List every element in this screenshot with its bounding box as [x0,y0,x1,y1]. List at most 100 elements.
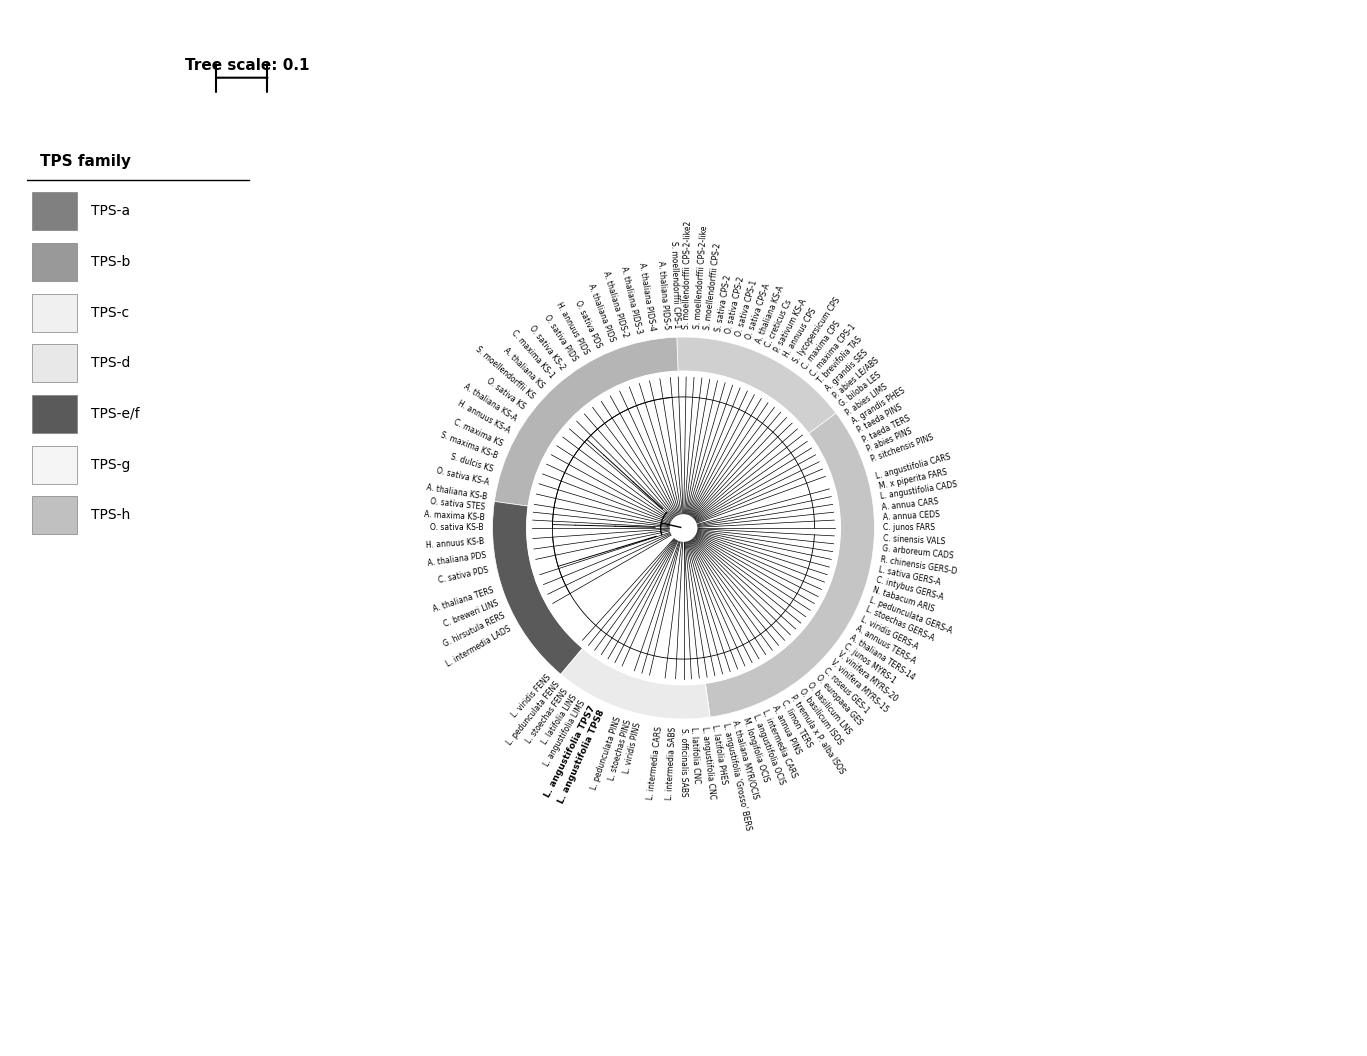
Text: O. sativa PDS: O. sativa PDS [573,299,603,350]
Text: A. thaliana PIDS: A. thaliana PIDS [586,283,617,343]
Wedge shape [495,337,678,506]
Text: C. limon TERS: C. limon TERS [779,698,813,749]
Text: L. intermedia CARS: L. intermedia CARS [645,725,663,799]
Text: C. intybus GERS-A: C. intybus GERS-A [875,576,945,602]
Text: H. annuus PIDS: H. annuus PIDS [555,300,591,356]
Text: C. maxima CPS-1: C. maxima CPS-1 [808,322,857,378]
Text: A. thaliana PIDS-4: A. thaliana PIDS-4 [637,262,656,332]
Text: L. angustifolia CNC: L. angustifolia CNC [700,725,716,799]
Text: C. junos FARS: C. junos FARS [883,524,935,532]
Text: O. sativa CPS-A: O. sativa CPS-A [744,282,772,341]
Text: A. thaliana TERS-14: A. thaliana TERS-14 [849,633,917,682]
FancyBboxPatch shape [33,496,77,534]
Text: O. sativa KS-B: O. sativa KS-B [431,524,484,532]
Text: L. latifolia CNC: L. latifolia CNC [689,727,701,784]
Text: H. annuus KS-B: H. annuus KS-B [427,538,485,550]
Text: L. stoechas PINS: L. stoechas PINS [607,718,633,781]
Text: O. sativa KS: O. sativa KS [485,377,526,412]
Text: S. officinalis SABS: S. officinalis SABS [679,728,688,796]
Text: O. basilicum ISOS: O. basilicum ISOS [797,686,843,747]
Text: O. sativa CPS-2: O. sativa CPS-2 [725,276,746,335]
Text: S. moellendorffii CPS-2-like: S. moellendorffii CPS-2-like [693,225,709,329]
Text: C. sinensis VALS: C. sinensis VALS [883,534,945,546]
Text: V. vinifera MYRS-15: V. vinifera MYRS-15 [828,658,890,715]
Text: A. thaliana MYR/OCIS: A. thaliana MYR/OCIS [731,719,760,800]
Text: M. longifolia OCIS: M. longifolia OCIS [741,716,770,784]
Text: S. lycopersicum CPS: S. lycopersicum CPS [791,296,842,365]
Wedge shape [492,502,582,675]
Text: S. sativa CPS-2: S. sativa CPS-2 [714,275,733,333]
Text: L. pedunculata PINS: L. pedunculata PINS [589,715,623,791]
Text: L. stoechas FENS: L. stoechas FENS [525,686,570,744]
Text: C. maxima CPS: C. maxima CPS [800,320,842,372]
Text: C. breweri LINS: C. breweri LINS [443,599,500,628]
Text: T. brevifolia TAS: T. brevifolia TAS [816,335,864,385]
Text: P. sitchensis PINS: P. sitchensis PINS [869,433,935,464]
Text: TPS-a: TPS-a [92,204,130,219]
Text: S. maxima KS-B: S. maxima KS-B [439,431,499,460]
Text: TPS-d: TPS-d [92,356,131,371]
Circle shape [526,372,841,684]
FancyBboxPatch shape [33,243,77,281]
Text: S. moellendorffii CPS-1: S. moellendorffii CPS-1 [668,241,681,328]
Text: A. thaliana PIDS-2: A. thaliana PIDS-2 [600,270,629,339]
Text: TPS-c: TPS-c [92,305,130,320]
Text: H. annuus CPS: H. annuus CPS [782,307,819,359]
Text: P. taeda TERS: P. taeda TERS [861,414,912,445]
Wedge shape [705,683,709,717]
Text: TPS-b: TPS-b [92,254,131,269]
Wedge shape [677,337,837,434]
Text: L. viridis PINS: L. viridis PINS [622,721,642,774]
Text: L. latifolia LINS: L. latifolia LINS [540,693,578,746]
Text: O. basilicum LNS: O. basilicum LNS [805,680,853,736]
Text: L. angustifolia CADS: L. angustifolia CADS [880,480,958,502]
Text: TPS-h: TPS-h [92,508,131,523]
Text: L. angustifolia TPS8: L. angustifolia TPS8 [556,709,607,805]
Text: C. sativa PDS: C. sativa PDS [437,565,489,584]
Text: C. junos MYRS-1: C. junos MYRS-1 [842,642,898,685]
Text: L. angustifolia CARS: L. angustifolia CARS [875,452,951,480]
Text: G. biloba LES: G. biloba LES [838,371,883,409]
Text: O. sativa KS-A: O. sativa KS-A [436,467,491,488]
Text: G. hirsutula RERS: G. hirsutula RERS [442,611,506,649]
Text: A. annua CEDS: A. annua CEDS [883,510,940,522]
Text: A. grandis PHES: A. grandis PHES [850,386,906,427]
FancyBboxPatch shape [33,395,77,433]
Text: A. thaliana PIDS-3: A. thaliana PIDS-3 [619,265,642,335]
Text: A. annua CARS: A. annua CARS [882,496,939,511]
Text: O. sativa KS-2: O. sativa KS-2 [528,323,567,372]
Text: O. sativa STES: O. sativa STES [431,497,485,511]
Text: C. maxima KS: C. maxima KS [452,417,504,448]
Text: L. angustifolia TPS7: L. angustifolia TPS7 [543,703,597,798]
Text: L. viridis FENS: L. viridis FENS [510,674,554,720]
FancyBboxPatch shape [33,294,77,332]
Text: L. angustifolia OCIS: L. angustifolia OCIS [750,713,786,786]
Text: S. moellendorffii CPS-2: S. moellendorffii CPS-2 [704,243,723,331]
Text: L. viridis GERS-A: L. viridis GERS-A [860,615,920,652]
Text: P. taeda PINS: P. taeda PINS [856,403,904,435]
Text: P. sativum KS-A: P. sativum KS-A [774,298,809,354]
Text: V. vinifera MYRS-20: V. vinifera MYRS-20 [835,650,899,704]
Text: S. dulcis KS: S. dulcis KS [450,453,493,474]
Text: A. annuus TERS-A: A. annuus TERS-A [854,624,917,665]
Text: L. pedunculata FENS: L. pedunculata FENS [504,680,562,748]
Wedge shape [560,648,709,719]
Text: TPS-e/f: TPS-e/f [92,407,139,421]
Text: R. chinensis GERS-D: R. chinensis GERS-D [880,554,958,576]
Text: L. angustifolia 'Grosso' BERS: L. angustifolia 'Grosso' BERS [720,722,752,831]
FancyBboxPatch shape [33,446,77,484]
Text: A. maxima KS-B: A. maxima KS-B [424,510,484,522]
Text: A. annua PINS: A. annua PINS [770,703,802,756]
Text: O. sativa PIDS: O. sativa PIDS [541,314,578,363]
Text: L. intermedia SABS: L. intermedia SABS [664,727,678,800]
Wedge shape [705,413,875,717]
Text: A. thaliana KS-B: A. thaliana KS-B [425,483,487,502]
Text: H. annuus KS-A: H. annuus KS-A [455,399,511,435]
Text: A. thaliana KS-A: A. thaliana KS-A [462,382,518,423]
Text: P. abies LE/ABS: P. abies LE/ABS [831,356,880,400]
Text: L. stoechas GERS-A: L. stoechas GERS-A [864,605,935,643]
Text: C. maxima KS-1: C. maxima KS-1 [510,328,556,380]
Text: S. moellendorffii KS: S. moellendorffii KS [473,344,536,400]
Text: L. pedunculata GERS-A: L. pedunculata GERS-A [868,596,954,636]
Text: C. creticus Cs: C. creticus Cs [764,298,794,350]
